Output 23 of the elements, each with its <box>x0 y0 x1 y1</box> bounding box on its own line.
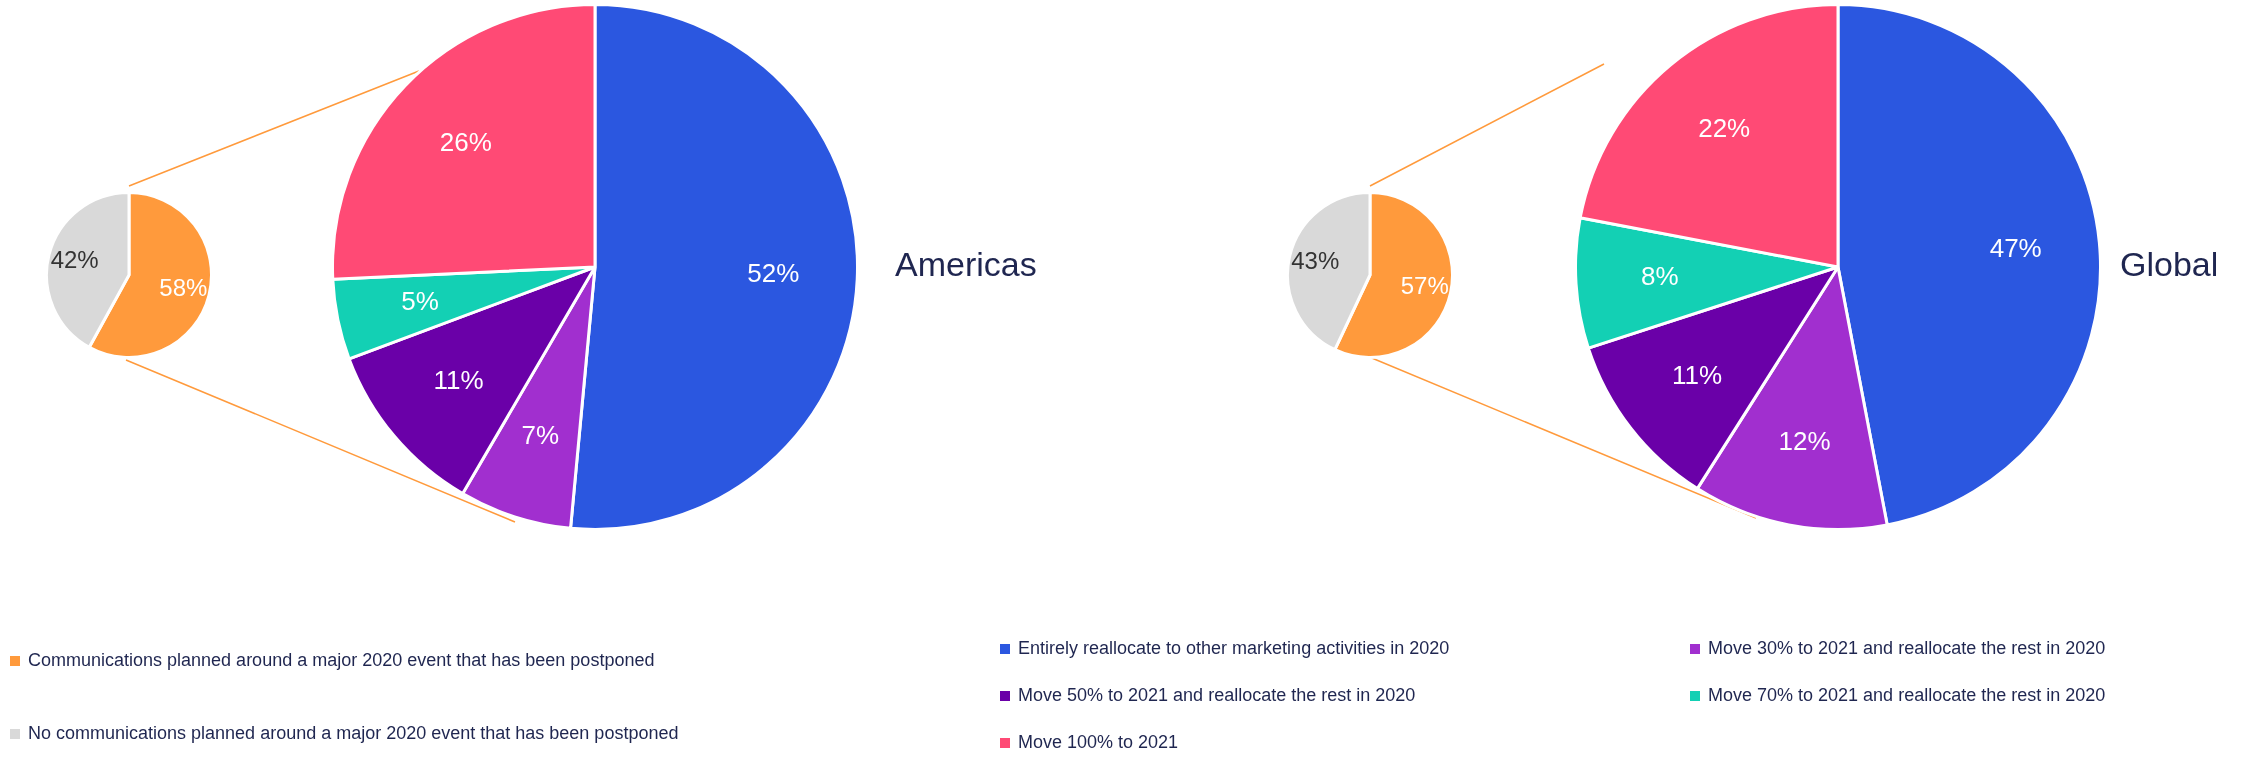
legend-label: Communications planned around a major 2020 event that has been postponed <box>28 650 655 671</box>
legend-label: Move 30% to 2021 and reallocate the rest in 2020 <box>1708 638 2106 659</box>
data-label: 8% <box>1641 261 1679 292</box>
text: Americas <box>895 245 1037 284</box>
data-label: 52% <box>747 258 800 289</box>
text: Global <box>2120 245 2219 284</box>
data-label: 12% <box>1778 425 1831 456</box>
data-label: 5% <box>401 286 439 317</box>
data-label: 22% <box>1698 112 1751 143</box>
data-label: 43% <box>1291 247 1340 275</box>
legend-label: Entirely reallocate to other marketing activities in 2020 <box>1018 638 1450 659</box>
legend-label: No communications planned around a major 2020 event that has been postponed <box>28 723 679 744</box>
data-label: 11% <box>1671 359 1723 390</box>
data-label: 58% <box>159 273 208 301</box>
data-label: 11% <box>433 365 484 396</box>
legend-label: Move 50% to 2021 and reallocate the rest in 2020 <box>1018 685 1416 706</box>
legend-label: Move 100% to 2021 <box>1018 732 1179 753</box>
legend-label: Move 70% to 2021 and reallocate the rest in 2020 <box>1708 685 2106 706</box>
data-label: 42% <box>50 245 99 273</box>
data-label: 7% <box>521 420 560 451</box>
data-label: 47% <box>1989 233 2042 264</box>
data-label: 26% <box>439 126 492 157</box>
data-label: 57% <box>1400 271 1449 299</box>
